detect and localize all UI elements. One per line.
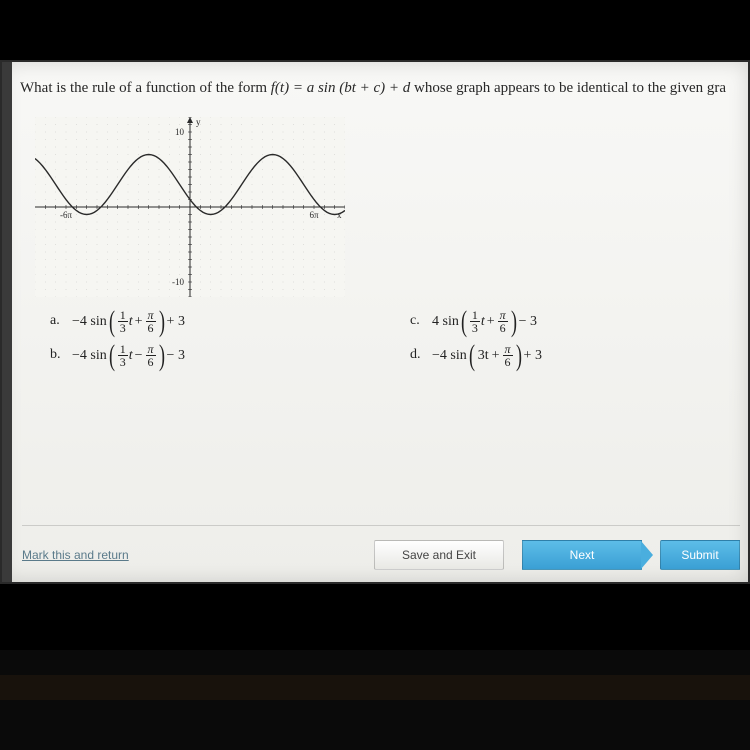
button-group: Save and Exit Next Submit bbox=[374, 540, 740, 570]
content-area: What is the rule of a function of the fo… bbox=[2, 62, 748, 582]
answer-a[interactable]: a. −4 sin ( 13 t + π6 ) + 3 bbox=[50, 309, 370, 335]
graph: -6π 6π 10 -10 y x bbox=[35, 117, 345, 297]
svg-text:6π: 6π bbox=[309, 210, 319, 220]
answer-c[interactable]: c. 4 sin ( 13 t + π6 ) − 3 bbox=[410, 309, 730, 335]
answer-letter: b. bbox=[50, 343, 72, 363]
answer-letter: a. bbox=[50, 309, 72, 329]
lparen-icon: ( bbox=[109, 344, 115, 368]
screen-frame: What is the rule of a function of the fo… bbox=[0, 60, 750, 584]
sign: + bbox=[135, 314, 143, 330]
desk-edge bbox=[0, 675, 750, 700]
answer-b-formula: −4 sin ( 13 t − π6 ) − 3 bbox=[72, 343, 185, 369]
table-surface bbox=[0, 650, 750, 750]
frac-b: 13 bbox=[118, 343, 128, 369]
question-text: What is the rule of a function of the fo… bbox=[20, 80, 740, 97]
frac-b: 13 bbox=[470, 309, 480, 335]
next-button[interactable]: Next bbox=[522, 540, 642, 570]
answers-grid: a. −4 sin ( 13 t + π6 ) + 3 c. 4 sin ( bbox=[50, 309, 740, 369]
svg-text:y: y bbox=[196, 117, 201, 127]
answer-letter: c. bbox=[410, 309, 432, 329]
tail: − 3 bbox=[167, 348, 185, 364]
var-t: t bbox=[129, 314, 133, 330]
mark-return-link[interactable]: Mark this and return bbox=[22, 548, 129, 562]
sign: + bbox=[492, 348, 500, 364]
answer-d-formula: −4 sin ( 3t + π6 ) + 3 bbox=[432, 343, 542, 369]
svg-text:10: 10 bbox=[175, 127, 185, 137]
answer-d[interactable]: d. −4 sin ( 3t + π6 ) + 3 bbox=[410, 343, 730, 369]
svg-text:x: x bbox=[337, 210, 342, 220]
answer-b[interactable]: b. −4 sin ( 13 t − π6 ) − 3 bbox=[50, 343, 370, 369]
submit-button[interactable]: Submit bbox=[660, 540, 740, 570]
svg-text:-6π: -6π bbox=[60, 210, 72, 220]
coef: −4 sin bbox=[72, 348, 107, 364]
lparen-icon: ( bbox=[109, 310, 115, 334]
sign: + bbox=[487, 314, 495, 330]
frac-c: π6 bbox=[146, 309, 156, 335]
sign: − bbox=[135, 348, 143, 364]
left-edge-shadow bbox=[2, 62, 12, 582]
lparen-icon: ( bbox=[469, 344, 475, 368]
bt-simple: 3t bbox=[478, 348, 489, 364]
lparen-icon: ( bbox=[461, 310, 467, 334]
coef: 4 sin bbox=[432, 314, 459, 330]
bottom-bar: Mark this and return Save and Exit Next … bbox=[22, 525, 740, 570]
frac-c: π6 bbox=[146, 343, 156, 369]
frac-c: π6 bbox=[498, 309, 508, 335]
graph-svg: -6π 6π 10 -10 y x bbox=[35, 117, 345, 297]
answer-letter: d. bbox=[410, 343, 432, 363]
question-suffix: whose graph appears to be identical to t… bbox=[414, 80, 726, 96]
answer-c-formula: 4 sin ( 13 t + π6 ) − 3 bbox=[432, 309, 537, 335]
question-prefix: What is the rule of a function of the fo… bbox=[20, 80, 271, 96]
tail: − 3 bbox=[519, 314, 537, 330]
tail: + 3 bbox=[524, 348, 542, 364]
var-t: t bbox=[129, 348, 133, 364]
var-t: t bbox=[481, 314, 485, 330]
svg-text:-10: -10 bbox=[172, 277, 184, 287]
rparen-icon: ) bbox=[511, 310, 517, 334]
tail: + 3 bbox=[167, 314, 185, 330]
answer-a-formula: −4 sin ( 13 t + π6 ) + 3 bbox=[72, 309, 185, 335]
rparen-icon: ) bbox=[516, 344, 522, 368]
frac-c: π6 bbox=[503, 343, 513, 369]
save-exit-button[interactable]: Save and Exit bbox=[374, 540, 504, 570]
coef: −4 sin bbox=[72, 314, 107, 330]
frac-b: 13 bbox=[118, 309, 128, 335]
coef: −4 sin bbox=[432, 348, 467, 364]
rparen-icon: ) bbox=[159, 344, 165, 368]
question-formula: f(t) = a sin (bt + c) + d bbox=[271, 80, 411, 96]
rparen-icon: ) bbox=[159, 310, 165, 334]
